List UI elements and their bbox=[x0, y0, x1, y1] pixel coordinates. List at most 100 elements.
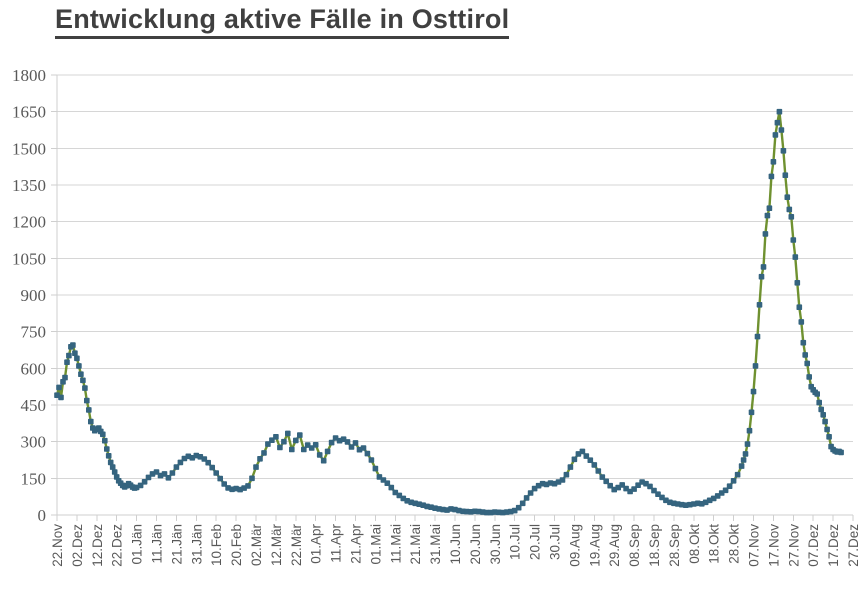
data-point-marker bbox=[360, 445, 367, 451]
x-tick-label: 07.Dez bbox=[806, 524, 821, 567]
y-tick-label: 750 bbox=[21, 323, 47, 342]
data-point-marker bbox=[818, 406, 824, 413]
data-point-marker bbox=[257, 456, 263, 462]
x-tick-label: 27.Nov bbox=[786, 524, 801, 567]
data-point-marker bbox=[772, 132, 779, 138]
data-point-marker bbox=[213, 470, 219, 476]
data-point-marker bbox=[70, 342, 76, 348]
data-point-marker bbox=[740, 457, 747, 463]
y-tick-label: 900 bbox=[21, 286, 47, 305]
y-tick-label: 1050 bbox=[12, 249, 46, 268]
x-tick-label: 02.Dez bbox=[70, 524, 85, 567]
x-tick-label: 01.Jän bbox=[130, 524, 145, 565]
data-point-marker bbox=[790, 237, 797, 243]
data-point-marker bbox=[301, 446, 307, 453]
data-point-marker bbox=[820, 412, 826, 418]
data-point-marker bbox=[762, 231, 769, 237]
x-tick-label: 09.Aug bbox=[567, 524, 582, 567]
data-point-marker bbox=[249, 475, 255, 482]
x-tick-label: 20.Jul bbox=[528, 524, 543, 560]
data-point-marker bbox=[792, 254, 799, 260]
x-tick-label: 22.Nov bbox=[50, 524, 65, 567]
data-point-marker bbox=[368, 457, 375, 463]
data-point-marker bbox=[372, 465, 379, 472]
data-point-marker bbox=[261, 450, 267, 456]
x-tick-label: 11.Apr bbox=[329, 524, 344, 563]
data-point-marker bbox=[738, 463, 745, 469]
x-tick-label: 19.Aug bbox=[587, 524, 602, 567]
y-tick-label: 1500 bbox=[12, 139, 46, 158]
data-point-marker bbox=[802, 352, 808, 358]
data-point-marker bbox=[384, 480, 391, 486]
x-tick-label: 07.Nov bbox=[747, 524, 762, 567]
data-point-marker bbox=[599, 474, 606, 480]
data-point-marker bbox=[788, 214, 795, 220]
data-point-marker bbox=[816, 399, 822, 406]
data-point-marker bbox=[205, 459, 211, 466]
x-tick-label: 30.Jul bbox=[548, 524, 563, 560]
data-point-marker bbox=[86, 407, 92, 413]
x-tick-label: 29.Aug bbox=[607, 524, 622, 567]
data-point-marker bbox=[722, 487, 729, 494]
data-point-marker bbox=[328, 439, 335, 446]
data-point-marker bbox=[64, 359, 70, 365]
x-tick-label: 27.Dez bbox=[846, 524, 860, 567]
x-tick-label: 11.Mai bbox=[388, 524, 403, 564]
y-tick-label: 1350 bbox=[12, 176, 46, 195]
data-point-marker bbox=[754, 333, 761, 340]
data-point-marker bbox=[105, 453, 112, 459]
data-point-marker bbox=[348, 444, 355, 450]
data-point-marker bbox=[804, 360, 810, 367]
data-point-marker bbox=[253, 464, 259, 470]
data-point-marker bbox=[826, 434, 832, 440]
data-point-marker bbox=[796, 304, 803, 310]
x-tick-label: 28.Okt bbox=[727, 524, 742, 564]
data-point-marker bbox=[523, 495, 530, 501]
data-point-marker bbox=[141, 479, 148, 485]
data-point-marker bbox=[78, 371, 84, 377]
data-point-marker bbox=[579, 448, 586, 455]
data-point-marker bbox=[111, 469, 118, 475]
data-point-marker bbox=[324, 448, 331, 455]
x-tick-label: 22.Dez bbox=[110, 524, 125, 567]
y-tick-label: 1800 bbox=[12, 66, 46, 85]
data-point-marker bbox=[744, 441, 751, 447]
x-tick-label: 31.Jän bbox=[189, 524, 204, 565]
data-point-marker bbox=[293, 437, 299, 444]
data-point-marker bbox=[344, 439, 351, 445]
data-point-marker bbox=[814, 391, 820, 397]
data-point-marker bbox=[758, 273, 765, 280]
data-point-marker bbox=[88, 418, 94, 425]
data-point-marker bbox=[567, 464, 574, 470]
data-point-marker bbox=[281, 438, 287, 445]
data-point-marker bbox=[784, 194, 791, 200]
data-point-marker bbox=[84, 397, 90, 404]
data-point-marker bbox=[173, 464, 180, 470]
y-tick-label: 0 bbox=[38, 506, 47, 525]
data-point-marker bbox=[760, 264, 767, 270]
data-point-marker bbox=[76, 363, 82, 369]
data-point-marker bbox=[352, 440, 359, 446]
data-point-marker bbox=[647, 483, 653, 490]
data-point-marker bbox=[838, 449, 844, 456]
data-point-marker bbox=[806, 374, 812, 380]
y-tick-label: 1200 bbox=[12, 213, 46, 232]
data-point-marker bbox=[72, 350, 78, 356]
data-point-marker bbox=[245, 483, 251, 489]
data-point-marker bbox=[109, 464, 116, 470]
data-point-marker bbox=[591, 462, 598, 468]
x-tick-label: 01.Apr bbox=[309, 524, 324, 564]
data-point-marker bbox=[800, 339, 807, 346]
y-tick-label: 450 bbox=[21, 396, 47, 415]
x-tick-label: 01.Mai bbox=[368, 524, 383, 565]
data-point-marker bbox=[80, 377, 86, 384]
x-tick-label: 10.Jun bbox=[448, 524, 463, 565]
data-point-marker bbox=[297, 432, 303, 438]
data-point-marker bbox=[316, 452, 323, 458]
x-tick-label: 21.Jän bbox=[169, 524, 184, 565]
data-point-marker bbox=[209, 464, 215, 471]
data-point-marker bbox=[776, 108, 783, 115]
data-point-marker bbox=[277, 444, 283, 451]
data-point-marker bbox=[746, 427, 753, 434]
